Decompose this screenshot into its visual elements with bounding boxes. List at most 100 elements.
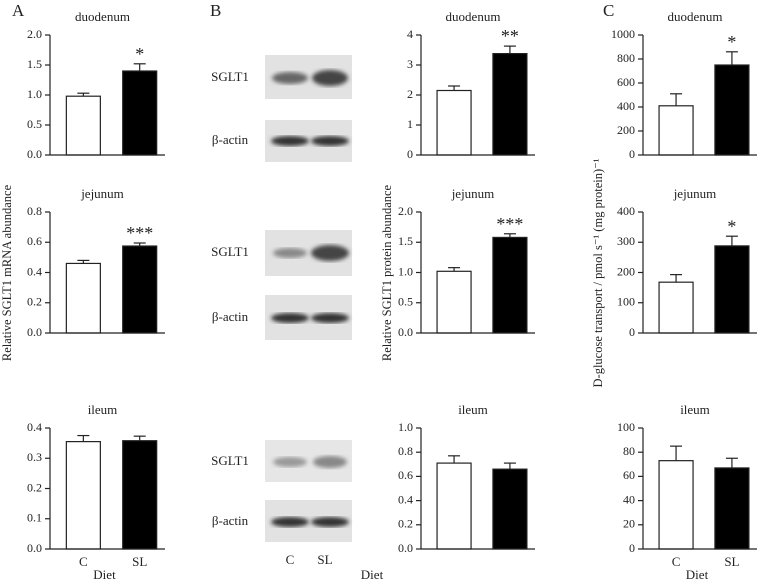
y-tick-label: 100 bbox=[617, 295, 635, 309]
panel-letter: A bbox=[12, 1, 25, 20]
y-tick-label: 0.3 bbox=[27, 450, 42, 464]
bar bbox=[65, 441, 101, 550]
bar bbox=[714, 467, 750, 550]
lane-label: SL bbox=[317, 552, 332, 567]
y-tick-label: 0.1 bbox=[27, 511, 42, 525]
y-tick-label: 0.0 bbox=[27, 147, 42, 161]
bar bbox=[492, 468, 528, 550]
y-tick-label: 3 bbox=[407, 57, 413, 71]
blot-label: SGLT1 bbox=[211, 453, 249, 468]
y-axis-label: Relative SGLT1 mRNA abundance bbox=[0, 184, 14, 361]
y-tick-label: 600 bbox=[617, 75, 635, 89]
x-tick-label: SL bbox=[132, 554, 147, 569]
y-tick-label: 0.4 bbox=[27, 264, 42, 278]
blot-label: β-actin bbox=[212, 132, 249, 147]
blot-images bbox=[265, 55, 352, 542]
bar bbox=[436, 89, 472, 156]
y-tick-label: 0.2 bbox=[27, 480, 42, 494]
band bbox=[272, 72, 308, 84]
chart-title: jejunum bbox=[451, 186, 495, 201]
y-axis-label: Relative SGLT1 protein abundance bbox=[380, 184, 394, 361]
band bbox=[311, 313, 349, 323]
y-tick-label: 0.5 bbox=[398, 295, 413, 309]
blot-label: SGLT1 bbox=[211, 244, 249, 259]
significance: * bbox=[727, 216, 736, 236]
bar bbox=[436, 270, 472, 334]
y-tick-label: 300 bbox=[617, 234, 635, 248]
y-tick-label: 4 bbox=[407, 27, 413, 41]
chart-title: duodenum bbox=[668, 9, 723, 24]
chart-title: ileum bbox=[88, 402, 118, 417]
y-tick-label: 0.4 bbox=[398, 492, 413, 506]
x-tick-label: C bbox=[79, 554, 88, 569]
y-tick-label: 0.2 bbox=[27, 295, 42, 309]
y-tick-label: 2.0 bbox=[27, 27, 42, 41]
bar bbox=[658, 460, 694, 550]
bar bbox=[658, 105, 694, 156]
x-axis-label: Diet bbox=[93, 567, 116, 581]
bar bbox=[492, 236, 528, 334]
significance: * bbox=[135, 44, 144, 64]
y-tick-label: 0.5 bbox=[27, 117, 42, 131]
bar bbox=[122, 70, 158, 156]
bar bbox=[436, 462, 472, 550]
bar bbox=[65, 262, 101, 334]
y-tick-label: 20 bbox=[623, 517, 635, 531]
band bbox=[271, 517, 309, 527]
y-tick-label: 0 bbox=[629, 147, 635, 161]
significance: * bbox=[727, 32, 736, 52]
band bbox=[311, 245, 349, 261]
band bbox=[271, 313, 309, 323]
band bbox=[271, 136, 309, 146]
y-tick-label: 0.8 bbox=[27, 204, 42, 218]
y-axis-label: D-glucose transport / pmol s⁻¹ (mg prote… bbox=[591, 158, 605, 387]
blot-label: β-actin bbox=[212, 513, 249, 528]
chart-title: duodenum bbox=[446, 9, 501, 24]
y-tick-label: 2.0 bbox=[398, 204, 413, 218]
band bbox=[311, 517, 349, 527]
blot-label: β-actin bbox=[212, 309, 249, 324]
chart-title: jejunum bbox=[673, 186, 717, 201]
x-tick-label: SL bbox=[724, 554, 739, 569]
y-tick-label: 0.0 bbox=[398, 325, 413, 339]
y-tick-label: 0.0 bbox=[27, 325, 42, 339]
band bbox=[273, 457, 307, 467]
y-tick-label: 100 bbox=[617, 420, 635, 434]
bar bbox=[714, 245, 750, 334]
y-tick-label: 0.8 bbox=[398, 444, 413, 458]
y-tick-label: 0 bbox=[629, 325, 635, 339]
y-tick-label: 0 bbox=[629, 541, 635, 555]
band bbox=[311, 136, 349, 146]
significance: *** bbox=[496, 214, 523, 234]
chart-title: ileum bbox=[458, 402, 488, 417]
y-tick-label: 1.5 bbox=[398, 234, 413, 248]
y-tick-label: 200 bbox=[617, 264, 635, 278]
bar bbox=[714, 64, 750, 156]
y-tick-label: 0.0 bbox=[398, 541, 413, 555]
y-tick-label: 2 bbox=[407, 87, 413, 101]
chart-title: duodenum bbox=[75, 9, 130, 24]
x-tick-label: C bbox=[672, 554, 681, 569]
lane-label: C bbox=[286, 552, 295, 567]
band bbox=[313, 456, 347, 468]
bar bbox=[658, 281, 694, 334]
bar bbox=[65, 95, 101, 156]
y-tick-label: 0 bbox=[407, 147, 413, 161]
y-tick-label: 800 bbox=[617, 51, 635, 65]
panel-letter: C bbox=[603, 1, 614, 20]
x-axis-label: Diet bbox=[686, 567, 709, 581]
y-tick-label: 1.0 bbox=[398, 264, 413, 278]
significance: *** bbox=[126, 223, 153, 243]
y-tick-label: 400 bbox=[617, 204, 635, 218]
y-tick-label: 80 bbox=[623, 444, 635, 458]
y-tick-label: 1.5 bbox=[27, 57, 42, 71]
bar bbox=[122, 440, 158, 550]
significance: ** bbox=[501, 26, 519, 46]
y-tick-label: 0.2 bbox=[398, 517, 413, 531]
bar bbox=[122, 245, 158, 334]
blot-label: SGLT1 bbox=[211, 69, 249, 84]
band bbox=[312, 70, 348, 86]
chart-title: ileum bbox=[680, 402, 710, 417]
y-tick-label: 1000 bbox=[611, 27, 635, 41]
